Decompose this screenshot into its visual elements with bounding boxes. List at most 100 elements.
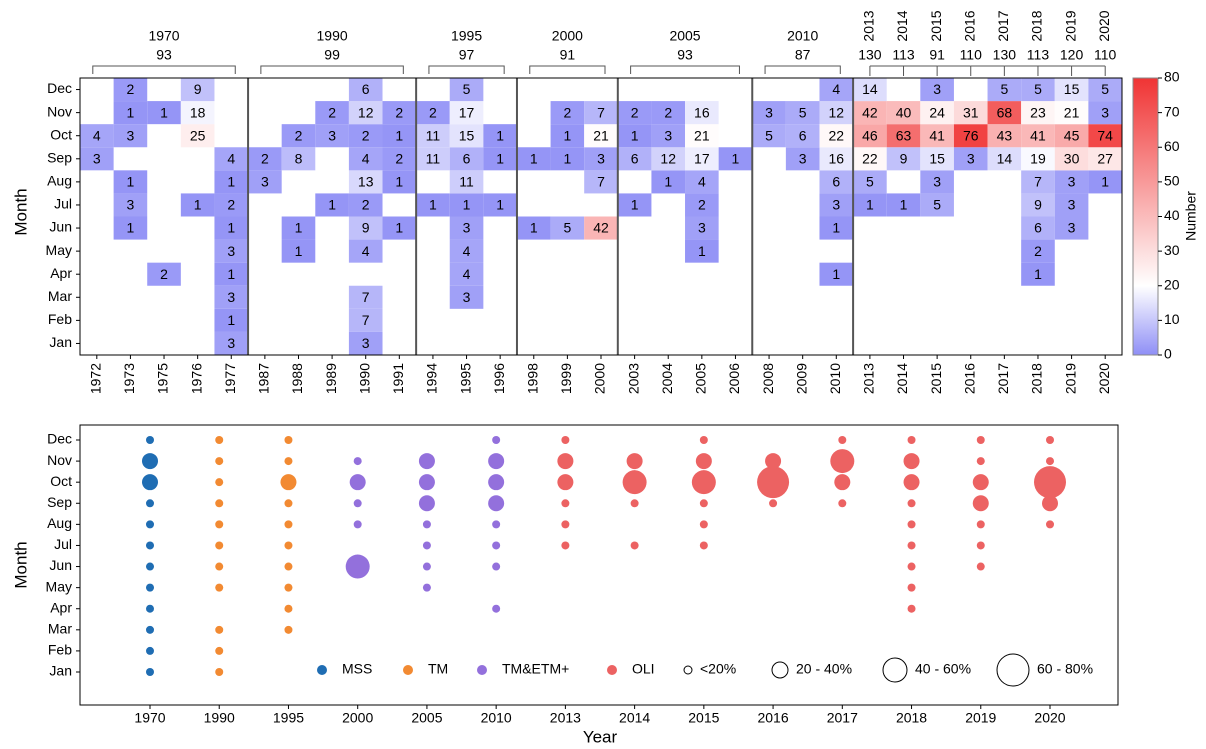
bubble [557,474,574,491]
heatmap-cell [214,331,249,355]
y-tick-label: Nov [47,103,72,119]
legend-label: TM&ETM+ [502,661,569,677]
cell-label: 3 [261,174,269,190]
bubble [976,562,985,571]
cell-label: 7 [1034,174,1042,190]
heatmap-cell [147,262,181,286]
cell-label: 14 [997,150,1013,166]
heatmap-cell [819,78,854,102]
cell-label: 3 [933,81,941,97]
cell-label: 2 [395,150,403,166]
heatmap-cell [449,170,484,194]
x-tick-label: 1990 [356,363,372,394]
cell-label: 6 [1034,220,1042,236]
bubble [1042,495,1058,512]
heatmap-cell [416,193,450,217]
heatmap-cell [382,170,417,194]
group-label: 2000 [552,28,583,44]
bubble [418,474,435,491]
bubble [626,453,643,470]
bubble [422,562,431,571]
heatmap-cell [449,78,484,102]
bubble [1046,520,1054,529]
x-tick-label: 2000 [592,363,608,394]
cell-label: 27 [1097,150,1113,166]
bubble [422,541,431,550]
cell-label: 63 [896,127,912,143]
cell-label: 1 [127,174,135,190]
group-total: 113 [1027,47,1050,63]
heatmap-cell [449,101,484,125]
bubble [907,583,916,592]
cell-label: 1 [631,127,639,143]
cell-label: 1 [563,150,571,166]
heatmap-cell [449,216,484,240]
y-tick-label: Sep [47,149,72,165]
y-axis-label: Month [11,188,30,235]
x-tick-label: 1994 [424,363,440,394]
heatmap-cell [416,147,450,171]
cell-label: 2 [160,266,168,282]
bubble [353,520,362,529]
cell-label: 3 [362,335,370,351]
heatmap-cell [1088,147,1122,171]
y-tick-label: Aug [47,173,72,189]
cell-label: 31 [963,104,979,120]
cell-label: 1 [127,220,135,236]
legend-label: OLI [632,661,655,677]
y-tick-label: Jan [49,663,72,679]
cell-label: 2 [362,127,370,143]
plot-frame [79,77,1123,356]
heatmap-cell [853,101,887,125]
bubble [903,453,920,470]
x-tick-label: 2013 [861,363,877,394]
heatmap-cell [348,216,383,240]
group-label: 2005 [669,28,700,44]
size-legend-marker [882,657,908,683]
y-tick-label: Dec [47,80,72,96]
bubble [418,453,435,470]
y-axis-label: Month [11,541,30,588]
y-tick-label: Aug [47,515,72,531]
cell-label: 4 [93,127,101,143]
y-tick-label: Jul [54,196,72,212]
bubble [907,541,916,550]
heatmap-cell [617,147,652,171]
bubble [907,436,916,444]
heatmap-cell [752,101,786,125]
x-tick-label: 2017 [827,710,858,726]
heatmap-cell [1054,193,1089,217]
y-tick-label: Jun [49,219,72,235]
bubble [976,520,985,529]
cell-label: 3 [1101,104,1109,120]
bubble [976,541,985,550]
cell-label: 13 [358,174,374,190]
heatmap-cell [147,101,181,125]
x-tick-label: 1987 [256,363,272,394]
group-label: 2015 [928,10,944,41]
heatmap-cell [584,101,618,125]
heatmap-cell [214,285,249,309]
heatmap-cell [315,101,349,125]
bubble [146,668,154,676]
cell-label: 1 [832,266,840,282]
x-tick-label: 1998 [524,363,540,394]
bubble [146,541,154,550]
heatmap-cell [113,216,148,240]
group-total: 99 [324,47,340,63]
heatmap-cell [685,216,719,240]
group-label: 1990 [317,28,348,44]
bubble [907,604,916,613]
colorbar-tick-label: 0 [1164,346,1172,362]
cell-label: 3 [227,335,235,351]
heatmap-cell [214,193,249,217]
heatmap-cell [819,170,854,194]
group-label: 2014 [894,10,910,41]
heatmap-cell [214,216,249,240]
bubble [146,646,154,655]
cell-label: 1 [496,197,504,213]
group-total: 93 [677,47,693,63]
cell-label: 9 [362,220,370,236]
cell-label: 5 [933,197,941,213]
cell-label: 7 [597,104,605,120]
